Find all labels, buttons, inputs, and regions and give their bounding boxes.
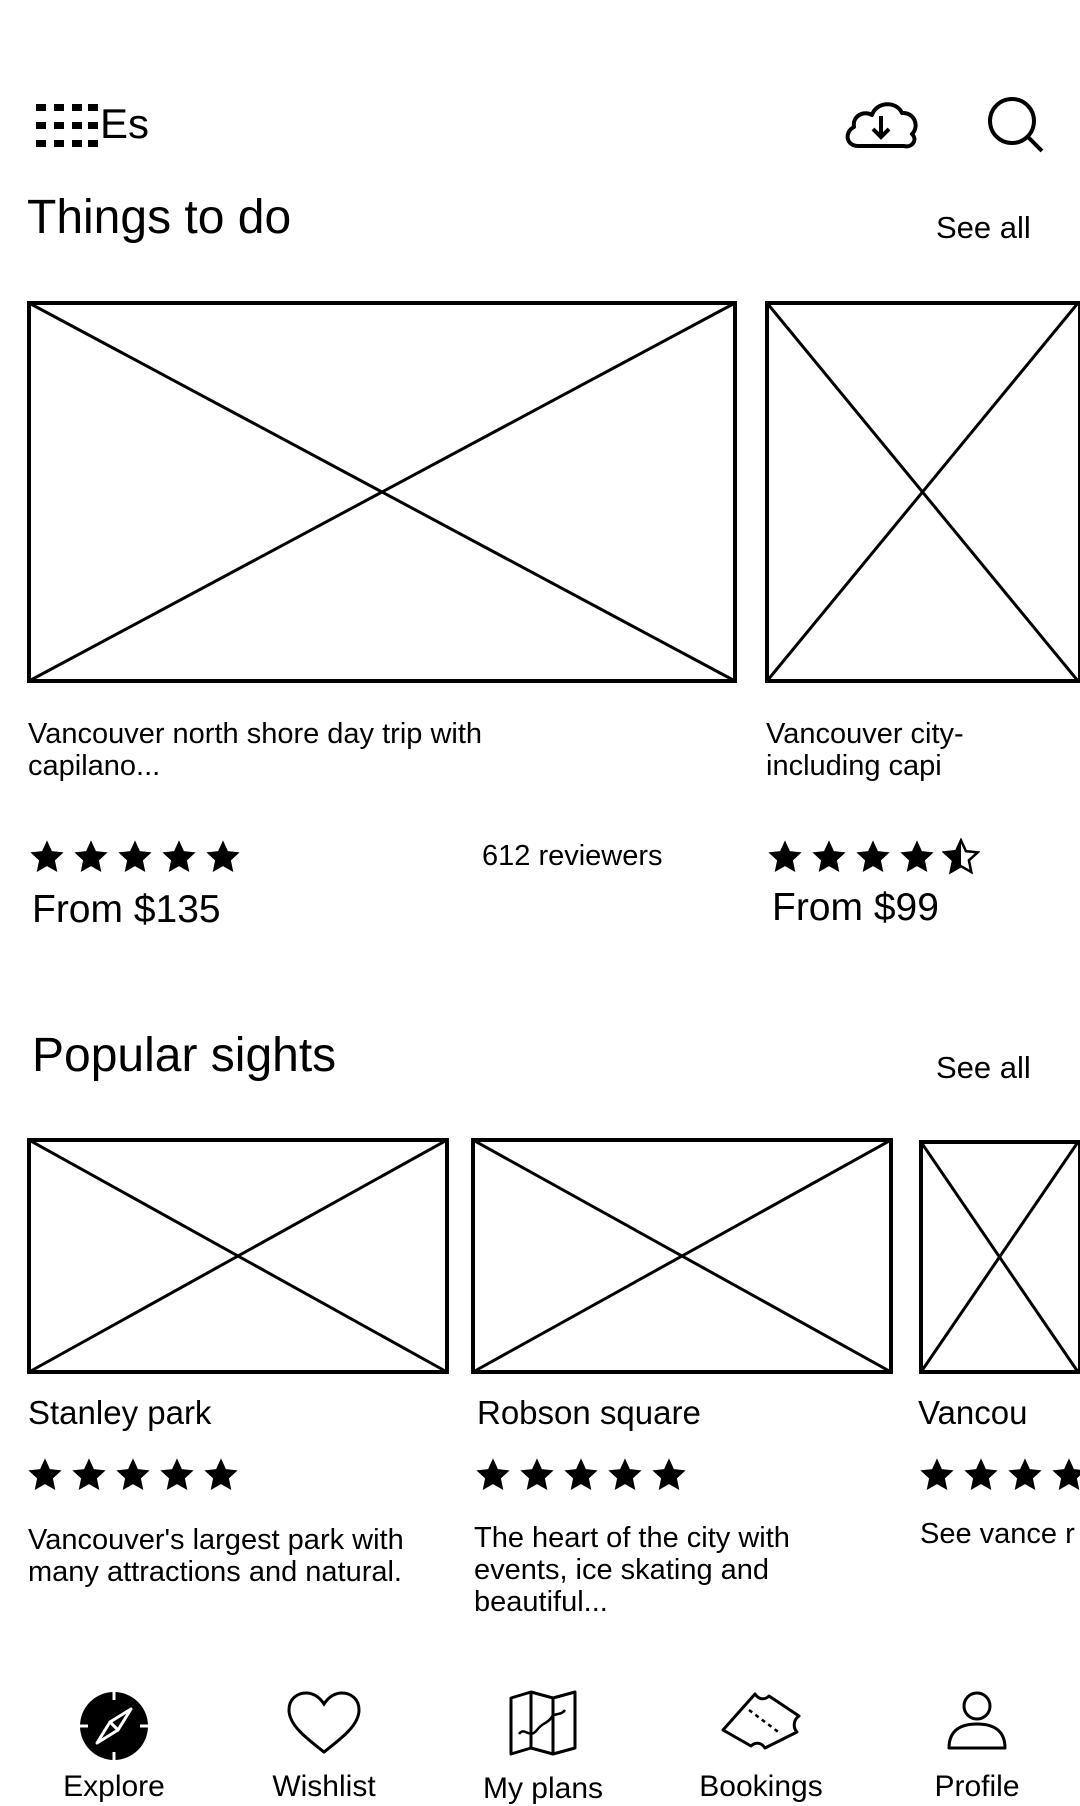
star-icon: [72, 1458, 106, 1491]
menu-button[interactable]: [36, 104, 98, 150]
star-icon: [856, 840, 890, 873]
nav-label: My plans: [482, 1772, 604, 1805]
nav-explore[interactable]: Explore: [19, 1690, 209, 1803]
star-icon: [812, 840, 846, 873]
activity-card-price: From $99: [772, 886, 939, 929]
sight-card-description: See vance r: [920, 1518, 1075, 1550]
sight-card-rating: [474, 1456, 688, 1494]
star-icon: [920, 1458, 954, 1491]
search-icon: [988, 97, 1044, 153]
star-icon: [74, 840, 108, 873]
sight-card-image-2[interactable]: [471, 1138, 893, 1374]
ticket-icon: [721, 1692, 801, 1750]
star-icon: [652, 1458, 686, 1491]
heart-icon: [287, 1691, 361, 1754]
star-icon: [30, 840, 64, 873]
activity-card-image-1[interactable]: [27, 301, 737, 683]
sight-card-description-clip: See vance r: [920, 1518, 1080, 1558]
download-button[interactable]: [842, 96, 920, 152]
brand-logo-text: Es: [100, 100, 150, 147]
nav-bookings[interactable]: Bookings: [666, 1690, 856, 1803]
activity-card-description: Vancouver north shore day trip with capi…: [28, 718, 483, 782]
star-icon: [768, 840, 802, 873]
activity-card-description: Vancouver city-including capi: [766, 718, 964, 782]
star-icon: [116, 1458, 150, 1491]
search-button[interactable]: [986, 96, 1046, 154]
map-icon: [509, 1690, 577, 1756]
sight-card-name: Stanley park: [28, 1394, 212, 1431]
grid-menu-icon: [36, 104, 98, 147]
sight-card-image-3[interactable]: [919, 1140, 1080, 1374]
compass-icon: [80, 1692, 148, 1760]
star-icon: [1008, 1458, 1042, 1491]
sight-card-rating: [918, 1456, 1080, 1496]
activity-card-reviewers: 612 reviewers: [482, 840, 663, 872]
star-icon: [520, 1458, 554, 1491]
nav-label: Bookings: [699, 1770, 823, 1803]
star-icon: [28, 1458, 62, 1491]
star-icon: [608, 1458, 642, 1491]
sight-card-image-1[interactable]: [27, 1138, 449, 1374]
half-star-icon: [942, 838, 980, 875]
sight-card-name: Robson square: [477, 1394, 701, 1431]
nav-label: Wishlist: [272, 1770, 376, 1803]
sight-card-description: Vancouver's largest park with many attra…: [28, 1524, 404, 1588]
nav-profile[interactable]: Profile: [882, 1690, 1072, 1803]
activity-card-price: From $135: [32, 888, 221, 931]
popular-sights-see-all-link[interactable]: See all: [936, 1050, 1031, 1085]
star-icon: [118, 840, 152, 873]
star-icon: [204, 1458, 238, 1491]
sight-card-description: The heart of the city with events, ice s…: [474, 1522, 790, 1618]
star-icon: [564, 1458, 598, 1491]
sight-card-rating: [26, 1456, 240, 1494]
things-to-do-see-all-link[interactable]: See all: [936, 210, 1031, 245]
star-icon: [206, 840, 240, 873]
nav-my-plans[interactable]: My plans: [448, 1690, 638, 1805]
sight-card-name: Vancou: [918, 1394, 1028, 1431]
popular-sights-title: Popular sights: [32, 1029, 337, 1082]
user-icon: [947, 1691, 1007, 1750]
nav-label: Explore: [63, 1770, 165, 1803]
cloud-download-icon: [845, 102, 918, 149]
star-icon: [964, 1458, 998, 1491]
star-icon: [162, 840, 196, 873]
activity-card-image-2[interactable]: [765, 301, 1080, 683]
star-icon: [1052, 1458, 1080, 1491]
things-to-do-title: Things to do: [27, 191, 292, 244]
nav-wishlist[interactable]: Wishlist: [229, 1690, 419, 1803]
activity-card-rating: [28, 838, 242, 876]
star-icon: [160, 1458, 194, 1491]
nav-label: Profile: [934, 1770, 1020, 1803]
star-icon: [900, 840, 934, 873]
activity-card-rating: [766, 838, 980, 876]
star-icon: [476, 1458, 510, 1491]
